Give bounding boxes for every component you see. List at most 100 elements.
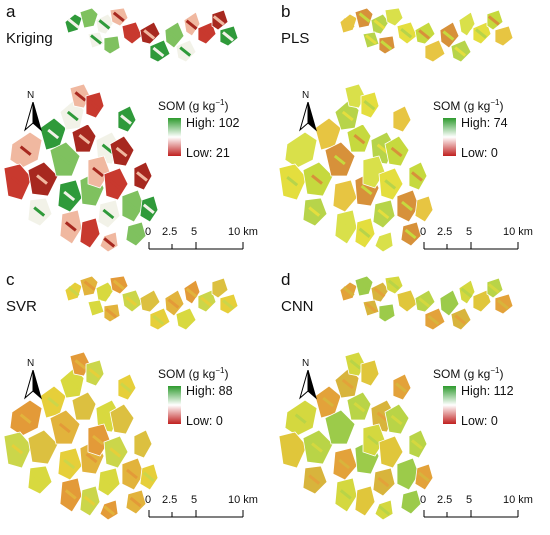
field-texture xyxy=(66,378,79,390)
field-texture xyxy=(401,200,413,212)
field-texture xyxy=(142,203,155,214)
field-texture xyxy=(67,18,80,29)
field-texture xyxy=(390,414,403,426)
field-texture xyxy=(384,179,397,190)
scale-tick: 5 xyxy=(466,494,473,506)
field-texture xyxy=(390,146,403,158)
field-texture xyxy=(88,368,101,379)
scale-tick: 0 xyxy=(420,494,427,506)
legend-low: Low: 0 xyxy=(186,414,223,428)
scale-tick: 10 km xyxy=(503,494,533,506)
north-arrow-icon: N xyxy=(22,90,44,134)
field-texture xyxy=(129,228,142,240)
field-texture xyxy=(475,28,487,39)
field-texture xyxy=(222,299,234,310)
field-texture xyxy=(125,28,138,39)
field-texture xyxy=(380,308,393,319)
field-texture xyxy=(98,19,111,30)
field-texture xyxy=(308,206,321,217)
field-texture xyxy=(212,15,225,26)
field-texture xyxy=(411,171,423,182)
scale-tick: 0 xyxy=(145,226,152,238)
field-texture xyxy=(125,296,138,307)
field-texture xyxy=(66,110,79,122)
legend: SOM (g kg−1) High: 88 Low: 0 xyxy=(158,366,273,436)
field-texture xyxy=(185,287,198,298)
field-texture xyxy=(19,145,32,156)
field-texture xyxy=(120,114,132,125)
field-parcel xyxy=(424,39,446,63)
panel-cnn: d CNN N SOM (g kg−1) High: 112 Low: 0 0 … xyxy=(275,268,550,535)
field-texture xyxy=(360,184,373,196)
field-texture xyxy=(120,382,132,393)
field-texture xyxy=(90,34,102,45)
field-texture xyxy=(322,128,335,140)
field-texture xyxy=(338,458,351,470)
field-parcel xyxy=(149,39,171,63)
field-texture xyxy=(83,227,96,238)
field-texture xyxy=(342,286,355,297)
method-name: CNN xyxy=(281,298,314,315)
field-texture xyxy=(58,154,71,166)
field-texture xyxy=(339,489,352,500)
scale-tick: 2.5 xyxy=(437,494,453,506)
field-texture xyxy=(294,145,307,156)
field-texture xyxy=(129,496,142,508)
field-texture xyxy=(33,206,46,217)
field-texture xyxy=(63,190,76,202)
field-texture xyxy=(311,174,323,185)
field-texture xyxy=(487,283,500,294)
field-texture xyxy=(92,166,104,178)
field-texture xyxy=(349,91,362,102)
field-texture xyxy=(286,444,299,455)
north-label: N xyxy=(302,90,310,101)
field-texture xyxy=(497,31,509,42)
field-texture xyxy=(365,34,377,45)
field-parcel xyxy=(149,307,171,331)
field-texture xyxy=(83,495,96,506)
field-texture xyxy=(105,40,118,51)
field-texture xyxy=(109,447,122,458)
field-texture xyxy=(103,505,116,516)
field-texture xyxy=(497,299,509,310)
field-texture xyxy=(179,46,192,57)
field-texture xyxy=(404,228,417,240)
field-texture xyxy=(115,146,128,158)
field-texture xyxy=(78,402,91,413)
field-texture xyxy=(101,143,114,154)
field-texture xyxy=(427,46,440,58)
field-texture xyxy=(126,200,138,212)
field-texture xyxy=(333,154,346,166)
field-texture xyxy=(460,19,473,30)
scale-tick: 10 km xyxy=(228,494,258,506)
field-texture xyxy=(143,29,156,40)
field-texture xyxy=(85,452,98,464)
field-texture xyxy=(200,28,212,39)
legend-title: SOM (g kg−1) xyxy=(433,366,504,381)
field-texture xyxy=(417,471,430,482)
field-texture xyxy=(358,227,371,238)
field-texture xyxy=(74,359,87,370)
field-texture xyxy=(185,19,198,30)
method-name: SVR xyxy=(6,298,37,315)
field-texture xyxy=(112,11,125,22)
legend-color-ramp xyxy=(443,118,456,156)
legend: SOM (g kg−1) High: 102 Low: 21 xyxy=(158,98,273,168)
legend-high: High: 74 xyxy=(461,116,508,130)
field-texture xyxy=(376,411,389,422)
field-texture xyxy=(36,174,48,185)
field-texture xyxy=(418,29,431,40)
field-texture xyxy=(11,176,24,187)
field-texture xyxy=(200,296,212,307)
field-texture xyxy=(377,208,390,220)
field-texture xyxy=(126,468,138,480)
north-label: N xyxy=(27,358,35,369)
field-texture xyxy=(78,134,91,145)
field-texture xyxy=(308,474,321,485)
field-texture xyxy=(360,452,373,464)
field-parcel xyxy=(414,289,436,313)
scale-tick: 10 km xyxy=(228,226,258,238)
field-texture xyxy=(378,237,391,248)
field-texture xyxy=(98,287,111,298)
field-texture xyxy=(454,314,467,325)
